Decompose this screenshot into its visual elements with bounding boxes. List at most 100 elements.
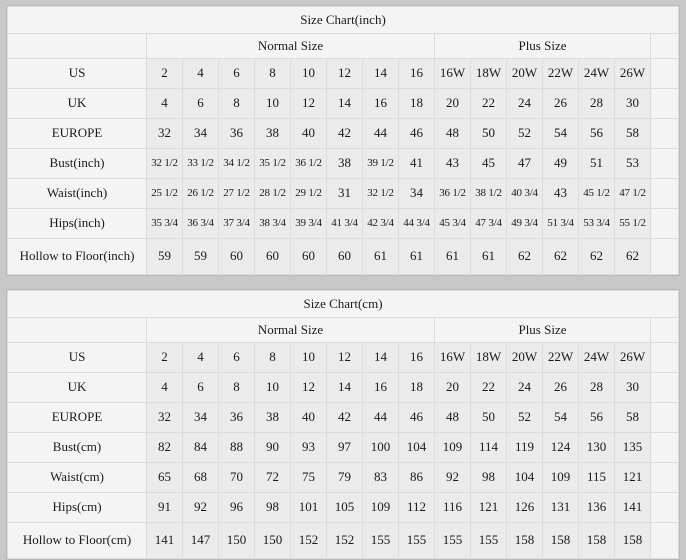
group-header-tail [650,33,679,59]
table-cell: 62 [578,238,615,275]
table-row: Hollow to Floor(cm) 141 147 150 150 152 152 155… [7,522,679,559]
table-cell: 152 [290,522,327,559]
row-tail [650,492,679,523]
table-cell: 22 [470,372,507,403]
table-cell: 16 [398,342,435,373]
table-cell: 53 [614,148,651,179]
table-cell: 54 [542,118,579,149]
table-cell: 14 [326,88,363,119]
table-cell: 62 [542,238,579,275]
group-header-tail [650,317,679,343]
table-row: Hips(inch) 35 3/4 36 3/4 37 3/4 38 3/4 39 3/4… [7,208,679,239]
table-cell: 14 [362,342,399,373]
table-cell: 18W [470,342,507,373]
table-cell: 70 [218,462,255,493]
table-cell: 47 3/4 [470,208,507,239]
table-row: Waist(cm) 65 68 70 72 75 79 83 86 92 98 104 109 115 12… [7,462,679,493]
row-tail [650,238,679,275]
size-chart-page: Size Chart(inch) Normal Size Plus Size US 2 4… [6,5,680,560]
table-cell: 20W [506,58,543,89]
table-cell: 104 [506,462,543,493]
size-table-cm: Size Chart(cm) Normal Size Plus Size US 2 4 6 8… [7,290,679,559]
table-cell: 14 [326,372,363,403]
table-cell: 96 [218,492,255,523]
table-cell: 10 [254,372,291,403]
table-cell: 61 [362,238,399,275]
table-cell: 37 3/4 [218,208,255,239]
table-cell: 155 [434,522,471,559]
table-cell: 43 [542,178,579,209]
table-cell: 24 [506,88,543,119]
table-cell: 42 [326,118,363,149]
table-cell: 130 [578,432,615,463]
table-cell: 27 1/2 [218,178,255,209]
table-cell: 38 [326,148,363,179]
table-cell: 112 [398,492,435,523]
table-cell: 44 3/4 [398,208,435,239]
table-cell: 4 [182,58,219,89]
table-cell: 8 [254,58,291,89]
table-cell: 124 [542,432,579,463]
table-cell: 10 [254,88,291,119]
row-tail [650,118,679,149]
row-tail [650,522,679,559]
table-cell: 119 [506,432,543,463]
table-row: Bust(cm) 82 84 88 90 93 97 100 104 109 114 119 124 13… [7,432,679,463]
table-cell: 38 [254,402,291,433]
group-header-row: Normal Size Plus Size [7,317,679,343]
table-cell: 38 [254,118,291,149]
table-cell: 40 [290,402,327,433]
table-cell: 105 [326,492,363,523]
table-cell: 86 [398,462,435,493]
row-label: Hips(inch) [7,208,147,239]
table-cell: 8 [218,88,255,119]
table-row: Bust(inch) 32 1/2 33 1/2 34 1/2 35 1/2 36 1/2… [7,148,679,179]
table-cell: 4 [146,372,183,403]
table-cell: 51 [578,148,615,179]
table-cell: 28 1/2 [254,178,291,209]
row-tail [650,208,679,239]
table-row: UK 4 6 8 10 12 14 16 18 20 22 24 26 28 30 [7,372,679,403]
table-cell: 126 [506,492,543,523]
table-cell: 61 [434,238,471,275]
table-cell: 68 [182,462,219,493]
table-cell: 155 [470,522,507,559]
table-cell: 41 3/4 [326,208,363,239]
table-cell: 88 [218,432,255,463]
table-cell: 45 [470,148,507,179]
table-cell: 92 [434,462,471,493]
table-cell: 54 [542,402,579,433]
table-cell: 93 [290,432,327,463]
table-cell: 36 3/4 [182,208,219,239]
row-tail [650,58,679,89]
table-cell: 58 [614,402,651,433]
row-label: Waist(cm) [7,462,147,493]
table-cell: 25 1/2 [146,178,183,209]
table-cell: 16W [434,342,471,373]
table-cell: 158 [542,522,579,559]
table-cell: 158 [506,522,543,559]
table-cell: 28 [578,88,615,119]
table-cell: 26 [542,372,579,403]
row-label: EUROPE [7,118,147,149]
table-cell: 60 [326,238,363,275]
table-cell: 59 [182,238,219,275]
table-cell: 59 [146,238,183,275]
table-cell: 56 [578,402,615,433]
row-tail [650,372,679,403]
row-tail [650,342,679,373]
table-cell: 136 [578,492,615,523]
table-cell: 39 1/2 [362,148,399,179]
table-cell: 12 [326,58,363,89]
table-cell: 75 [290,462,327,493]
table-cell: 28 [578,372,615,403]
table-cell: 16 [362,372,399,403]
table-cell: 60 [290,238,327,275]
table-cell: 44 [362,402,399,433]
table-row: UK 4 6 8 10 12 14 16 18 20 22 24 26 28 30 [7,88,679,119]
table-cell: 22W [542,58,579,89]
row-label: Bust(cm) [7,432,147,463]
group-header-corner [7,317,147,343]
table-cell: 36 1/2 [290,148,327,179]
table-cell: 83 [362,462,399,493]
